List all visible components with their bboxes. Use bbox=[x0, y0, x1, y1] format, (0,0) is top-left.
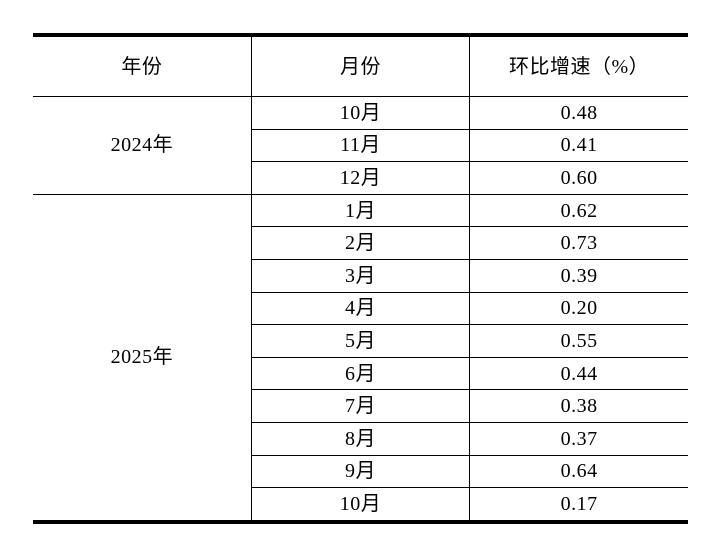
value-cell: 0.37 bbox=[469, 421, 688, 456]
table-row: 10月 0.17 bbox=[33, 487, 688, 523]
month-cell: 6月 bbox=[250, 356, 471, 391]
table-row: 7月 0.38 bbox=[33, 389, 688, 423]
value-cell: 0.62 bbox=[469, 193, 688, 228]
value-cell: 0.20 bbox=[469, 291, 688, 326]
month-cell: 10月 bbox=[250, 96, 471, 130]
table-row: 4月 0.20 bbox=[33, 291, 688, 326]
growth-table-container: 年份 月份 环比增速（%） 2024年 10月 0.48 11月 0.41 12… bbox=[33, 33, 688, 524]
value-cell: 0.73 bbox=[469, 226, 688, 260]
month-cell: 8月 bbox=[250, 421, 471, 456]
header-row: 年份 月份 环比增速（%） bbox=[33, 34, 688, 97]
year-cell-2025: 2025年 bbox=[33, 193, 252, 523]
month-cell: 1月 bbox=[250, 193, 471, 228]
month-cell: 4月 bbox=[250, 291, 471, 326]
month-cell: 11月 bbox=[250, 128, 471, 163]
month-cell: 9月 bbox=[250, 454, 471, 489]
header-month: 月份 bbox=[250, 34, 471, 97]
month-cell: 2月 bbox=[250, 226, 471, 260]
value-cell: 0.38 bbox=[469, 389, 688, 423]
month-cell: 12月 bbox=[250, 161, 471, 195]
header-year: 年份 bbox=[33, 34, 252, 97]
value-cell: 0.17 bbox=[469, 487, 688, 523]
table-row: 2月 0.73 bbox=[33, 226, 688, 260]
value-cell: 0.60 bbox=[469, 161, 688, 195]
month-cell: 5月 bbox=[250, 324, 471, 358]
table-row: 8月 0.37 bbox=[33, 421, 688, 456]
value-cell: 0.41 bbox=[469, 128, 688, 163]
header-growth: 环比增速（%） bbox=[469, 34, 688, 97]
monthly-growth-table: 年份 月份 环比增速（%） 2024年 10月 0.48 11月 0.41 12… bbox=[33, 33, 688, 524]
table-row: 6月 0.44 bbox=[33, 356, 688, 391]
month-cell: 7月 bbox=[250, 389, 471, 423]
value-cell: 0.64 bbox=[469, 454, 688, 489]
month-cell: 3月 bbox=[250, 258, 471, 293]
value-cell: 0.55 bbox=[469, 324, 688, 358]
value-cell: 0.48 bbox=[469, 96, 688, 130]
year-cell-2024: 2024年 bbox=[33, 96, 252, 195]
table-row: 11月 0.41 bbox=[33, 128, 688, 163]
table-row: 2024年 10月 0.48 bbox=[33, 96, 688, 195]
table-row: 3月 0.39 bbox=[33, 258, 688, 293]
table-row: 9月 0.64 bbox=[33, 454, 688, 489]
value-cell: 0.44 bbox=[469, 356, 688, 391]
value-cell: 0.39 bbox=[469, 258, 688, 293]
table-row: 2025年 1月 0.62 bbox=[33, 193, 688, 523]
month-cell: 10月 bbox=[250, 487, 471, 523]
